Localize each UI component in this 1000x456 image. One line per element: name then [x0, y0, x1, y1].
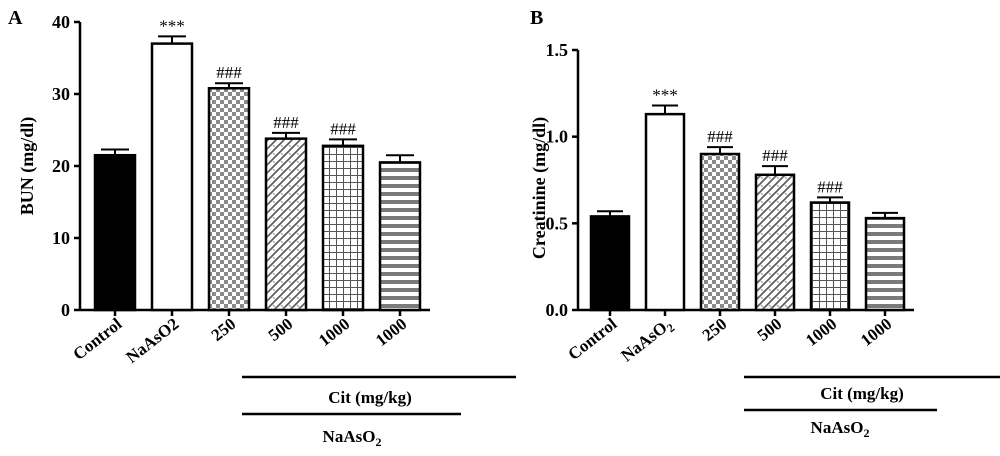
bar — [378, 161, 422, 312]
x-tick-label: NaAsO2 — [617, 314, 677, 368]
bar — [321, 144, 365, 312]
x-tick-label: Control — [69, 314, 125, 364]
bar — [93, 153, 137, 312]
y-tick-label: 40 — [52, 12, 70, 32]
y-axis-label: BUN (mg/dl) — [17, 117, 38, 216]
x-tick-label: NaAsO2 — [122, 314, 182, 367]
significance-label: ### — [330, 119, 356, 138]
y-tick-label: 1.0 — [546, 127, 569, 147]
y-tick-label: 1.5 — [546, 40, 569, 60]
cit-group-label: Cit (mg/kg) — [328, 388, 412, 407]
panel-letter: A — [8, 7, 23, 29]
y-axis-label: Creatinine (mg/dl) — [529, 117, 550, 259]
y-tick-label: 0 — [61, 300, 70, 320]
significance-label: ### — [273, 113, 299, 132]
y-tick-label: 30 — [52, 84, 70, 104]
x-tick-label: 500 — [754, 314, 786, 345]
bar — [207, 86, 251, 312]
x-tick-label: 1000 — [857, 314, 895, 350]
x-tick-label: 1000 — [315, 314, 353, 350]
naaso2-group-label: NaAsO2 — [323, 427, 382, 449]
bar — [864, 216, 906, 312]
significance-label: *** — [159, 16, 185, 35]
y-tick-label: 0.5 — [546, 213, 569, 233]
panel-b: B Creatinine (mg/dl) 0.0 0.5 1.0 1.5 Control **… — [529, 7, 1000, 440]
bar — [754, 173, 796, 312]
bar — [589, 215, 631, 312]
bar — [699, 152, 741, 312]
panel-letter: B — [530, 7, 543, 29]
y-tick-label: 20 — [52, 156, 70, 176]
x-tick-label: 500 — [265, 314, 297, 345]
cit-group-label: Cit (mg/kg) — [820, 384, 904, 403]
y-tick-label: 0.0 — [546, 300, 569, 320]
significance-label: ### — [707, 127, 733, 146]
x-tick-label: 250 — [699, 314, 731, 345]
x-tick-label: Control — [564, 314, 620, 364]
panel-a: A BUN (mg/dl) 0 10 20 30 40 Control *** NaAsO2 ###… — [8, 7, 516, 449]
y-tick-label: 10 — [52, 228, 70, 248]
significance-label: ### — [817, 177, 843, 196]
bar — [809, 201, 851, 312]
significance-label: ### — [762, 146, 788, 165]
bar — [644, 112, 686, 312]
bar — [150, 42, 194, 312]
x-tick-label: 1000 — [372, 314, 410, 350]
naaso2-group-label: NaAsO2 — [811, 418, 870, 440]
x-tick-label: 1000 — [802, 314, 840, 350]
significance-label: ### — [216, 63, 242, 82]
bar — [264, 137, 308, 312]
significance-label: *** — [652, 85, 678, 104]
x-tick-label: 250 — [208, 314, 240, 345]
